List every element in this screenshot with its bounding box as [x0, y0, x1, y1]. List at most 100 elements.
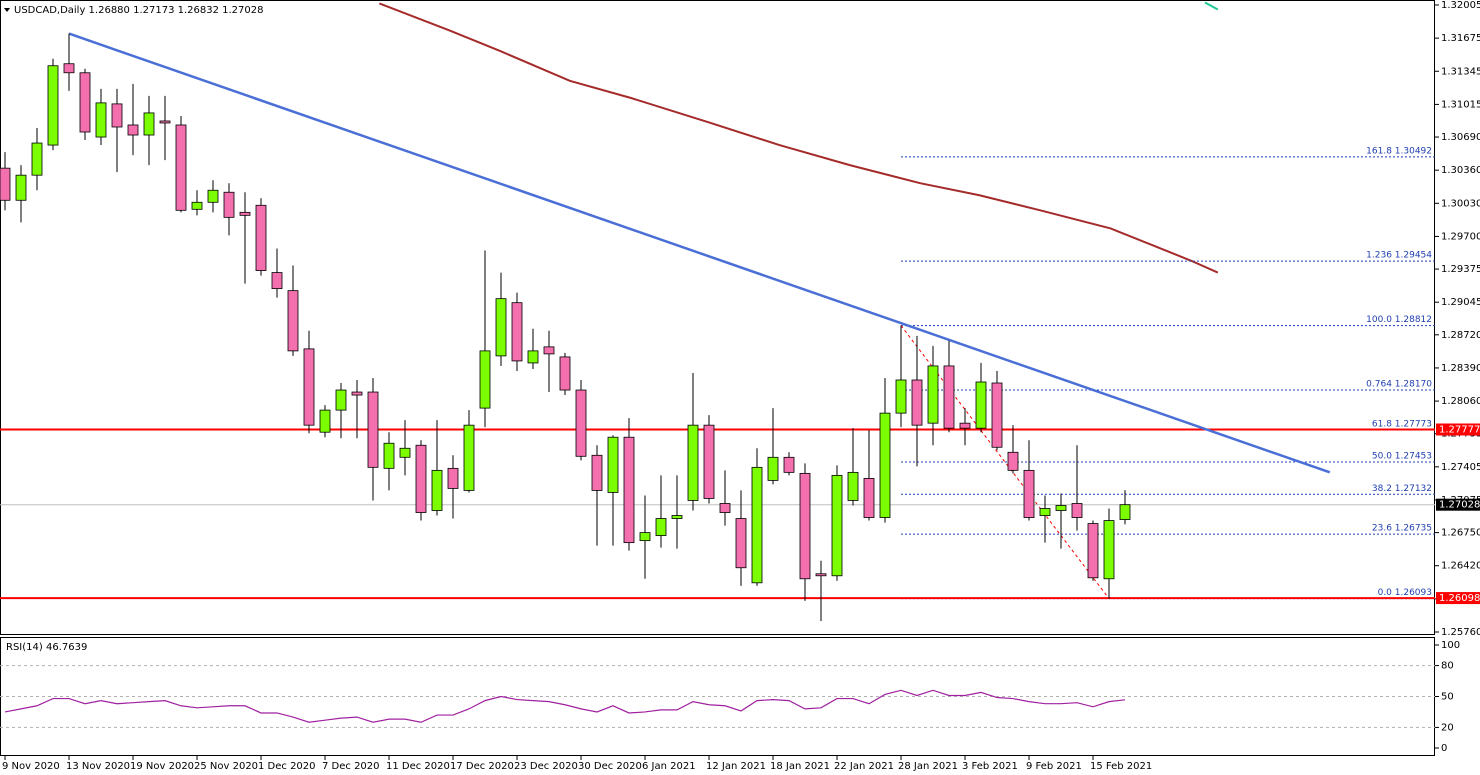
x-tick-label: 13 Nov 2020 [66, 761, 130, 772]
fib-label: 0.764 1.28170 [1366, 380, 1432, 390]
fib-label: 161.8 1.30492 [1366, 146, 1432, 156]
y-tick-label: 1.28390 [1441, 363, 1480, 374]
x-tick-label: 28 Jan 2021 [898, 761, 958, 772]
candle-body [0, 167, 11, 201]
x-tick-label: 22 Jan 2021 [834, 761, 894, 772]
candle-body [1071, 503, 1083, 518]
candle-body [111, 103, 123, 128]
candle-body [735, 518, 747, 569]
candle-body [1055, 505, 1067, 511]
fib-label: 38.2 1.27132 [1372, 484, 1432, 494]
candle-body [79, 72, 91, 133]
x-tick-label: 12 Jan 2021 [706, 761, 766, 772]
candle-body [495, 298, 507, 357]
rsi-tick-label: 50 [1441, 692, 1454, 703]
y-tick-label: 1.28060 [1441, 396, 1480, 407]
y-tick-label: 1.26420 [1441, 561, 1480, 572]
candle-body [607, 436, 619, 493]
candle-body [863, 477, 875, 518]
rsi-title: RSI(14) 46.7639 [6, 642, 87, 653]
x-tick-label: 19 Nov 2020 [130, 761, 194, 772]
candle-body [223, 191, 235, 218]
x-tick-label: 1 Dec 2020 [258, 761, 316, 772]
fib-label: 0.0 1.26093 [1378, 588, 1432, 598]
candle-body [479, 350, 491, 409]
main-plot: 161.8 1.30492 1.236 1.29454 100.0 1.28812 0… [0, 1, 1435, 621]
candle-body [927, 365, 939, 424]
y-tick-label: 1.30360 [1441, 165, 1480, 176]
symbol-icon [4, 8, 10, 12]
y-tick-label: 1.30690 [1441, 132, 1480, 143]
candle-body [895, 379, 907, 414]
price-marker-box [1436, 498, 1480, 511]
candle-body [511, 302, 523, 362]
candle-body [943, 365, 955, 429]
moving-average [379, 2, 1219, 274]
symbol-header: USDCAD,Daily 1.26880 1.27173 1.26832 1.2… [14, 5, 264, 16]
trendline [68, 32, 1331, 474]
candle-body [799, 472, 811, 580]
x-tick-label: 17 Dec 2020 [450, 761, 514, 772]
y-tick-label: 1.32005 [1441, 0, 1480, 11]
fib-label: 50.0 1.27453 [1372, 452, 1432, 462]
candle-body [623, 436, 635, 544]
candle-body [591, 454, 603, 491]
candle-body [335, 389, 347, 411]
candle-body [399, 447, 411, 458]
candle-body [655, 518, 667, 537]
rsi-tick-label: 100 [1441, 640, 1460, 651]
candle-body [1039, 508, 1051, 516]
candle-body [671, 515, 683, 519]
candle-body [975, 381, 987, 429]
fib-label: 100.0 1.28812 [1366, 315, 1432, 325]
candle-body [95, 102, 107, 138]
candle-body [47, 65, 59, 146]
candle-body [143, 112, 155, 136]
candle-body [15, 174, 27, 201]
y-tick-label: 1.31675 [1441, 33, 1480, 44]
moving-average [1204, 1, 1219, 11]
y-tick-label: 1.28720 [1441, 330, 1480, 341]
candle-body [847, 471, 859, 501]
candle-body [719, 503, 731, 513]
y-tick-label: 1.31345 [1441, 66, 1480, 77]
y-tick-label: 1.30030 [1441, 198, 1480, 209]
candle-body [303, 348, 315, 426]
y-tick-label: 1.31015 [1441, 99, 1480, 110]
candle-body [1087, 523, 1099, 579]
candle-body [159, 120, 171, 124]
y-tick-label: 1.29375 [1441, 264, 1480, 275]
x-tick-label: 25 Nov 2020 [194, 761, 258, 772]
fib-label: 1.236 1.29454 [1366, 251, 1432, 261]
y-tick-label: 1.26750 [1441, 528, 1480, 539]
x-tick-label: 23 Dec 2020 [514, 761, 578, 772]
candle-body [575, 389, 587, 457]
candle-body [687, 424, 699, 501]
candle-body [31, 142, 43, 176]
x-tick-label: 3 Feb 2021 [962, 761, 1018, 772]
candle-body [911, 379, 923, 426]
candle-body [639, 532, 651, 542]
candle-body [175, 124, 187, 211]
candle-body [767, 456, 779, 481]
candle-body [559, 356, 571, 391]
candle-body [527, 350, 539, 364]
rsi-tick-label: 0 [1441, 743, 1447, 754]
candle-body [879, 412, 891, 518]
rsi-tick-label: 20 [1441, 722, 1454, 733]
x-tick-label: 7 Dec 2020 [322, 761, 380, 772]
candle-body [703, 424, 715, 499]
candle-body [831, 474, 843, 577]
candle-body [959, 422, 971, 429]
candle-body [783, 456, 795, 473]
candle-body [1103, 520, 1115, 580]
x-tick-label: 11 Dec 2020 [386, 761, 450, 772]
fib-label: 61.8 1.27773 [1372, 419, 1432, 429]
y-tick-label: 1.29700 [1441, 231, 1480, 242]
candle-body [319, 409, 331, 433]
y-tick-label: 1.25760 [1441, 627, 1480, 638]
price-marker-label: 1.27777 [1439, 424, 1480, 435]
